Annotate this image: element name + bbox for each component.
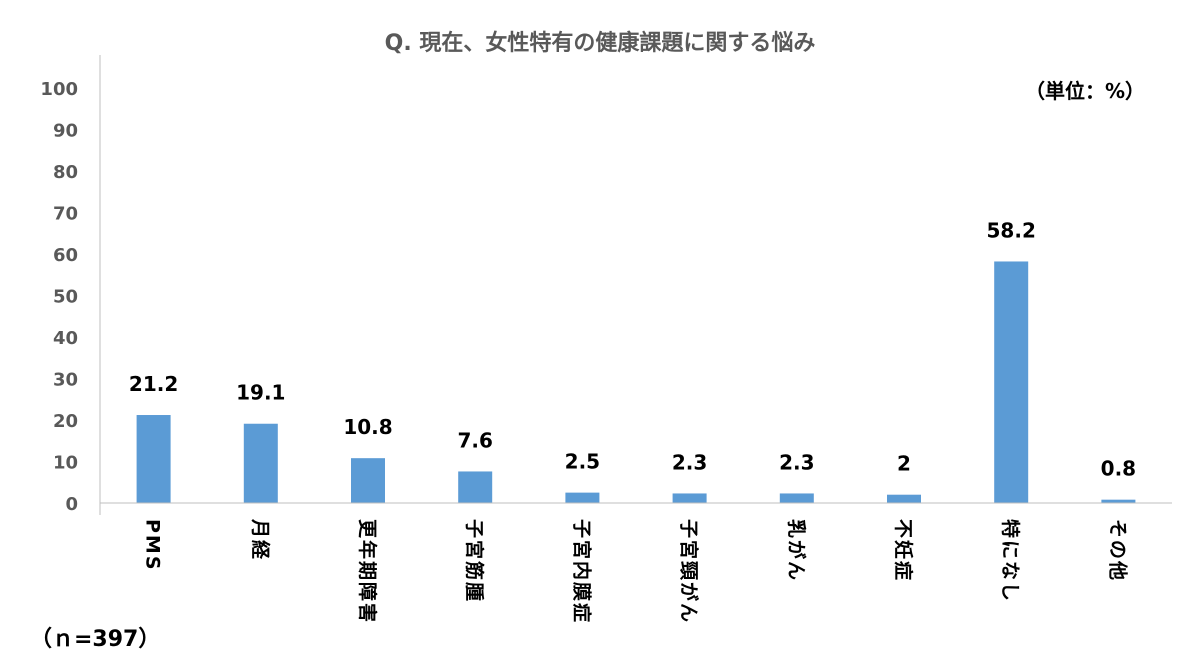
- y-axis: 0 10 20 30 40 50 60 70 80 90 100: [40, 79, 78, 515]
- bar: [243, 423, 278, 503]
- category-label: 不妊症: [892, 519, 915, 582]
- y-tick-label: 50: [53, 287, 78, 308]
- bar: [1101, 499, 1136, 503]
- bar: [994, 261, 1029, 503]
- data-labels-group: 21.2 19.1 10.8 7.6 2.5 2.3 2.3 2 58.2 0.8: [129, 218, 1136, 480]
- data-label: 2.5: [565, 450, 600, 474]
- bar: [136, 415, 171, 503]
- data-label: 21.2: [129, 372, 178, 396]
- category-label: 月経: [249, 518, 272, 561]
- data-label: 2.3: [672, 450, 707, 474]
- category-label: 特になし: [999, 519, 1021, 603]
- y-tick-label: 10: [53, 453, 78, 474]
- y-tick-label: 90: [53, 121, 78, 142]
- y-tick-label: 70: [53, 204, 78, 225]
- data-label: 0.8: [1101, 457, 1136, 481]
- data-label: 58.2: [987, 218, 1036, 242]
- bar: [351, 458, 385, 503]
- data-label: 19.1: [236, 381, 285, 405]
- bar: [779, 493, 814, 503]
- y-tick-label: 30: [53, 370, 78, 391]
- y-tick-label: 20: [53, 411, 78, 432]
- chart-title: Q. 現在、女性特有の健康課題に関する悩み: [385, 30, 816, 56]
- category-label: 乳がん: [785, 519, 808, 582]
- category-label: 子宮頸がん: [678, 519, 701, 624]
- category-label: 更年期障害: [356, 519, 379, 624]
- y-tick-label: 0: [65, 494, 78, 515]
- bar: [458, 471, 493, 503]
- category-label: その他: [1106, 519, 1129, 582]
- bars-group: [136, 261, 1136, 503]
- unit-label: （単位：%）: [1025, 79, 1145, 103]
- y-tick-label: 80: [53, 162, 78, 183]
- category-label: 子宮内膜症: [570, 519, 593, 624]
- sample-size-note: （ｎ=397）: [30, 627, 160, 652]
- y-tick-label: 40: [53, 328, 78, 349]
- bar: [565, 492, 600, 503]
- data-label: 2.3: [779, 450, 814, 474]
- y-tick-label: 100: [40, 79, 78, 100]
- data-label: 10.8: [343, 415, 392, 439]
- bar: [672, 493, 707, 503]
- category-label: PMS: [142, 519, 164, 572]
- data-label: 7.6: [457, 428, 492, 452]
- y-tick-label: 60: [53, 245, 78, 266]
- category-label: 子宮筋腫: [463, 519, 486, 603]
- category-labels-group: PMS 月経 更年期障害 子宮筋腫 子宮内膜症 子宮頸がん 乳がん 不妊症 特になし その他: [142, 518, 1130, 624]
- data-label: 2: [897, 452, 911, 476]
- bar: [887, 494, 921, 503]
